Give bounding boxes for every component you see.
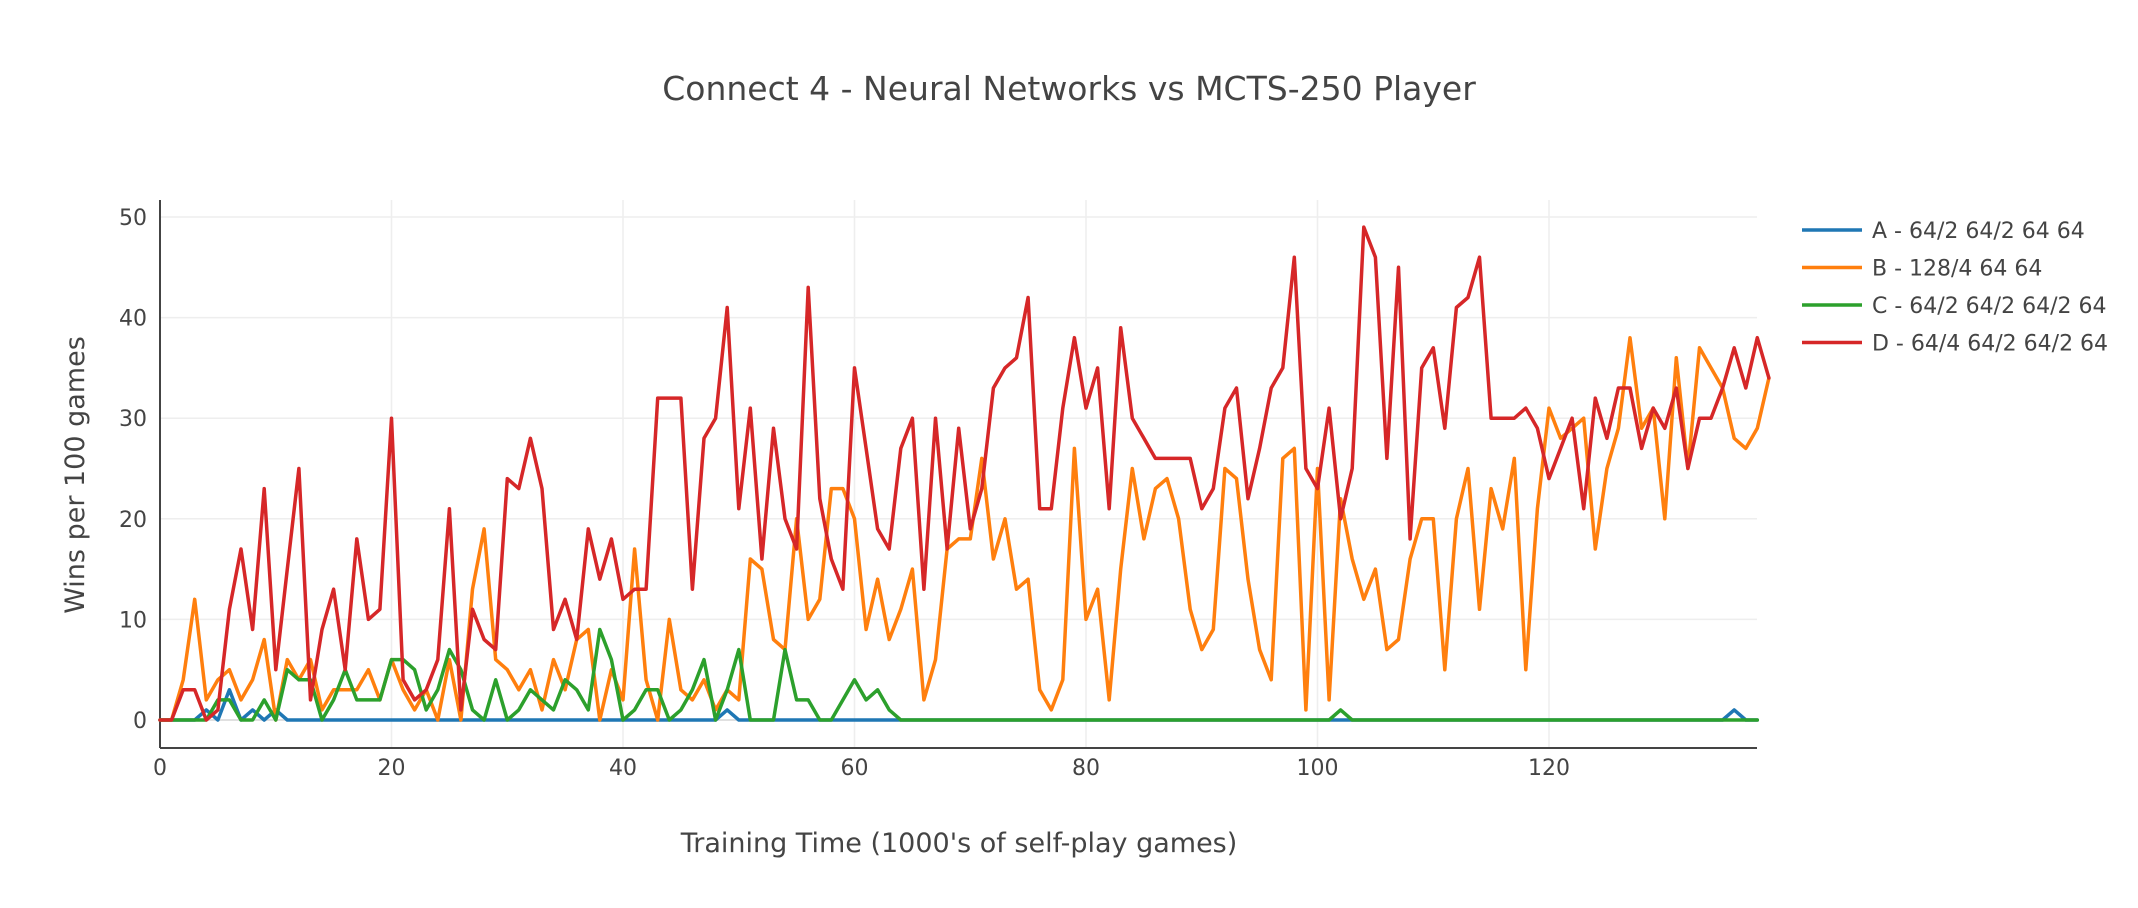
x-tick-label: 60 (841, 756, 869, 781)
y-tick-label: 20 (119, 508, 147, 533)
x-tick-label: 100 (1297, 756, 1339, 781)
legend-label: A - 64/2 64/2 64 64 (1872, 219, 2085, 244)
y-axis-title: Wins per 100 games (60, 336, 91, 614)
x-tick-label: 80 (1072, 756, 1100, 781)
series-line-b (158, 335, 1771, 722)
x-axis-title: Training Time (1000's of self-play games… (680, 828, 1238, 859)
x-tick-label: 40 (609, 756, 637, 781)
y-tick-label: 10 (119, 608, 147, 633)
x-tick-label: 0 (153, 756, 167, 781)
y-tick-label: 50 (119, 206, 147, 231)
legend-label: B - 128/4 64 64 (1872, 257, 2042, 282)
y-tick-label: 40 (119, 307, 147, 332)
series-line-d (158, 225, 1771, 722)
gridlines (160, 200, 1757, 748)
axes: 0 20 40 60 80 100 120 0 10 20 30 40 50 (119, 200, 1757, 781)
series-line-a (158, 688, 1760, 722)
x-tick-label: 20 (378, 756, 406, 781)
legend: A - 64/2 64/2 64 64 B - 128/4 64 64 C - 64… (1802, 219, 2108, 357)
chart-title: Connect 4 - Neural Networks vs MCTS-250 … (662, 69, 1476, 108)
y-tick-label: 0 (133, 709, 147, 734)
legend-label: C - 64/2 64/2 64/2 64 (1872, 294, 2106, 319)
series-line-c (158, 627, 1760, 722)
plot-area (158, 225, 1771, 722)
y-tick-label: 30 (119, 407, 147, 432)
legend-label: D - 64/4 64/2 64/2 64 (1872, 332, 2108, 357)
x-tick-label: 120 (1528, 756, 1570, 781)
